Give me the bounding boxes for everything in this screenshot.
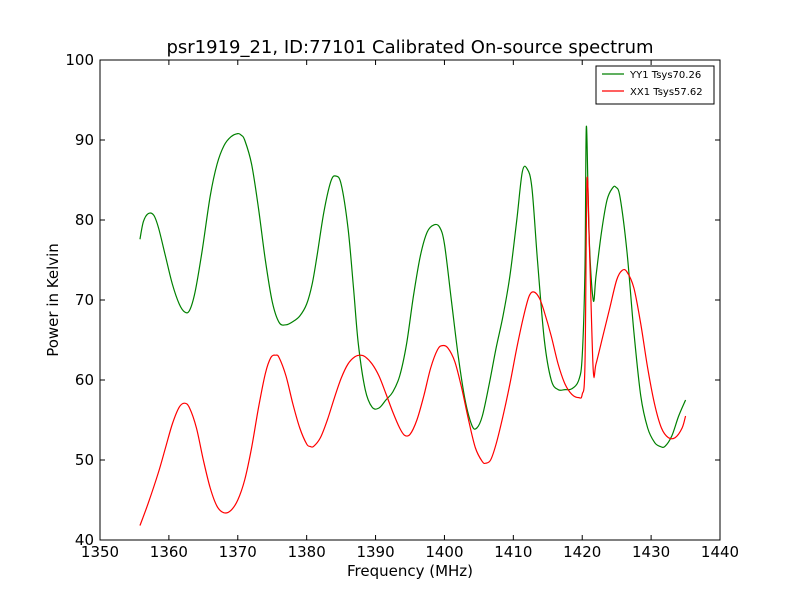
chart-title: psr1919_21, ID:77101 Calibrated On-sourc… [166,37,653,58]
y-tick-label: 70 [75,291,94,309]
y-tick-label: 100 [65,51,94,69]
legend: YY1 Tsys70.26 XX1 Tsys57.62 [595,65,715,105]
x-tick-label: 1420 [563,543,601,561]
legend-label-2: XX1 Tsys57.62 [630,87,703,98]
x-tick-label: 1440 [701,543,739,561]
x-tick-label: 1410 [494,543,532,561]
x-axis-label: Frequency (MHz) [347,562,473,580]
series-line-2 [139,176,687,526]
series-line-1 [139,125,687,448]
x-tick-label: 1390 [356,543,394,561]
y-tick-label: 50 [75,451,94,469]
axis-ticks: 1350 1360 1370 1380 1390 1400 1410 1420 1430 1440… [65,51,739,561]
x-tick-label: 1380 [288,543,326,561]
plot-area [139,125,687,526]
y-tick-label: 80 [75,211,94,229]
legend-box [595,65,715,105]
y-tick-label: 40 [75,531,94,549]
x-tick-label: 1370 [219,543,257,561]
y-tick-label: 90 [75,131,94,149]
legend-label-1: YY1 Tsys70.26 [629,70,701,81]
x-tick-label: 1360 [150,543,188,561]
y-tick-label: 60 [75,371,94,389]
x-tick-label: 1350 [81,543,119,561]
x-tick-label: 1400 [425,543,463,561]
y-axis-label: Power in Kelvin [44,243,62,357]
x-tick-label: 1430 [632,543,670,561]
